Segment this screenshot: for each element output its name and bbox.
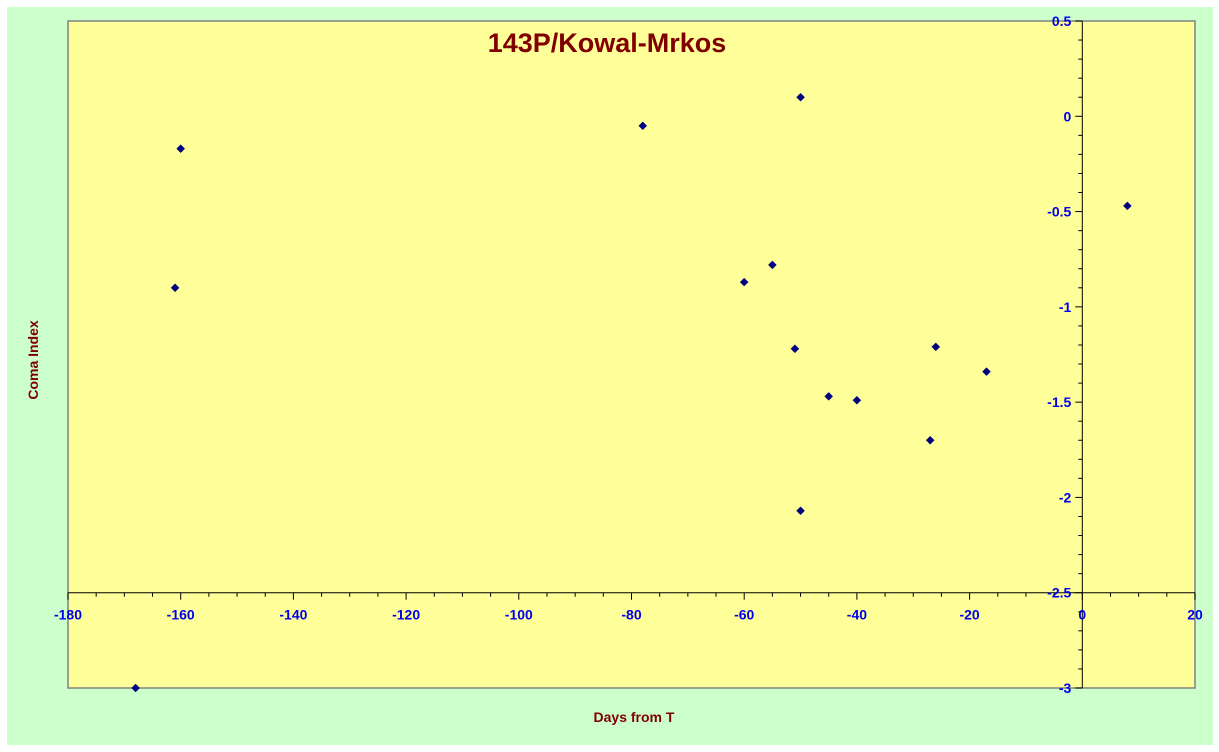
x-tick-label: -100 xyxy=(505,607,533,623)
y-axis-title: Coma Index xyxy=(25,320,41,400)
x-tick-label: -180 xyxy=(54,607,82,623)
x-tick-label: -40 xyxy=(847,607,867,623)
x-axis-title: Days from T xyxy=(594,709,675,725)
data-point xyxy=(982,367,991,377)
x-tick-label: -140 xyxy=(279,607,307,623)
y-tick-labels: 0.5 0 -0.5 -1 -1.5 -2 -2.5 -3 xyxy=(1047,13,1071,696)
data-point xyxy=(852,395,862,405)
x-tick-label: -120 xyxy=(392,607,420,623)
x-tick-label: 20 xyxy=(1187,607,1203,623)
y-tick-label: -2.5 xyxy=(1047,585,1071,601)
data-points xyxy=(131,92,1132,693)
y-tick-label: -3 xyxy=(1059,680,1072,696)
data-point xyxy=(790,344,800,354)
x-tick-label: -160 xyxy=(167,607,195,623)
data-point xyxy=(931,342,941,352)
x-tick-labels: -180 -160 -140 -120 -100 -80 -60 -40 -20 0 20 xyxy=(54,607,1203,623)
data-point xyxy=(170,283,180,293)
chart-title: 143P/Kowal-Mrkos xyxy=(488,28,727,58)
data-point xyxy=(1123,201,1132,211)
plot-area xyxy=(67,20,1196,689)
y-tick-label: -2 xyxy=(1059,489,1072,505)
data-point xyxy=(796,92,805,102)
data-point xyxy=(925,435,935,445)
x-tick-label: 0 xyxy=(1078,607,1086,623)
x-tick-label: -60 xyxy=(734,607,754,623)
data-point xyxy=(176,144,186,154)
y-tick-label: -1.5 xyxy=(1047,394,1071,410)
x-tick-label: -20 xyxy=(959,607,979,623)
data-point xyxy=(739,277,749,287)
data-point xyxy=(768,260,777,270)
data-point xyxy=(638,121,648,131)
data-point xyxy=(796,506,805,516)
data-point xyxy=(824,392,834,401)
data-point xyxy=(131,683,140,693)
y-tick-label: 0 xyxy=(1064,108,1072,124)
y-tick-label: -1 xyxy=(1059,299,1072,315)
axis-ticks xyxy=(67,20,1196,689)
y-tick-label: 0.5 xyxy=(1052,13,1072,29)
x-tick-label: -80 xyxy=(621,607,641,623)
y-tick-label: -0.5 xyxy=(1047,204,1071,220)
